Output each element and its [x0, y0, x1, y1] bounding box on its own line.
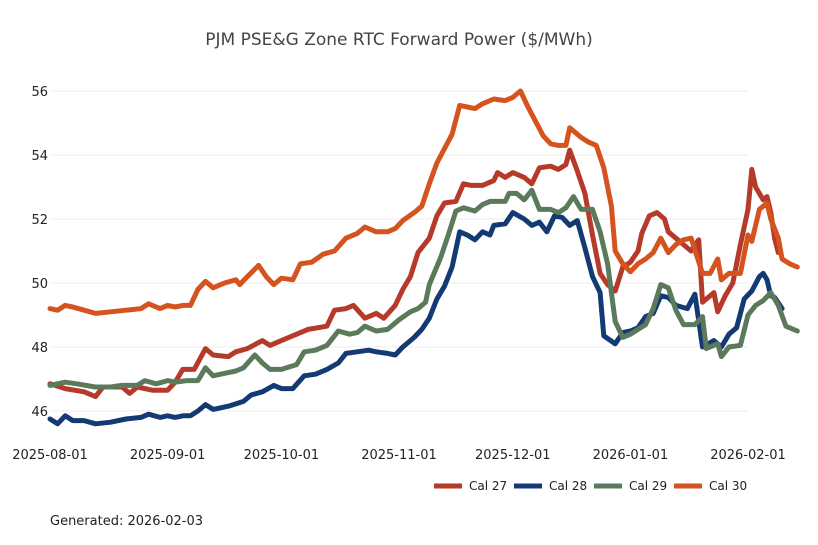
legend-item-cal-29: Cal 29 — [594, 479, 667, 493]
y-tick-label: 54 — [31, 149, 48, 164]
x-tick-label: 2026-02-01 — [710, 448, 786, 463]
x-axis-tick-labels: 2025-08-01 2025-09-01 2025-10-01 2025-11-01… — [12, 448, 786, 463]
legend-item-cal-30: Cal 30 — [674, 479, 747, 493]
legend-item-cal-27: Cal 27 — [434, 479, 507, 493]
legend-label: Cal 30 — [709, 479, 747, 493]
y-tick-label: 46 — [31, 405, 48, 420]
generated-date-text: Generated: 2026-02-03 — [50, 514, 203, 529]
legend-label: Cal 27 — [469, 479, 507, 493]
series-line-cal-30 — [47, 88, 800, 316]
x-tick-label: 2026-01-01 — [593, 448, 669, 463]
series-lines — [47, 88, 800, 427]
series-line-cal-28 — [47, 210, 785, 427]
y-tick-label: 48 — [31, 341, 48, 356]
y-axis-tick-labels: 46 48 50 52 54 56 — [31, 85, 48, 420]
x-tick-label: 2025-12-01 — [475, 448, 551, 463]
series-line-cal-27 — [47, 147, 781, 400]
series-line-cal-29 — [47, 187, 800, 390]
x-tick-label: 2025-09-01 — [130, 448, 206, 463]
legend: Cal 27 Cal 28 Cal 29 Cal 30 — [434, 479, 747, 493]
y-tick-label: 50 — [31, 277, 48, 292]
y-tick-label: 52 — [31, 213, 48, 228]
legend-label: Cal 28 — [549, 479, 587, 493]
x-tick-label: 2025-11-01 — [361, 448, 437, 463]
x-tick-label: 2025-10-01 — [244, 448, 320, 463]
gridlines — [50, 90, 748, 412]
y-tick-label: 56 — [31, 85, 48, 100]
x-tick-label: 2025-08-01 — [12, 448, 88, 463]
chart-title: PJM PSE&G Zone RTC Forward Power ($/MWh) — [205, 30, 593, 50]
legend-item-cal-28: Cal 28 — [514, 479, 587, 493]
legend-label: Cal 29 — [629, 479, 667, 493]
